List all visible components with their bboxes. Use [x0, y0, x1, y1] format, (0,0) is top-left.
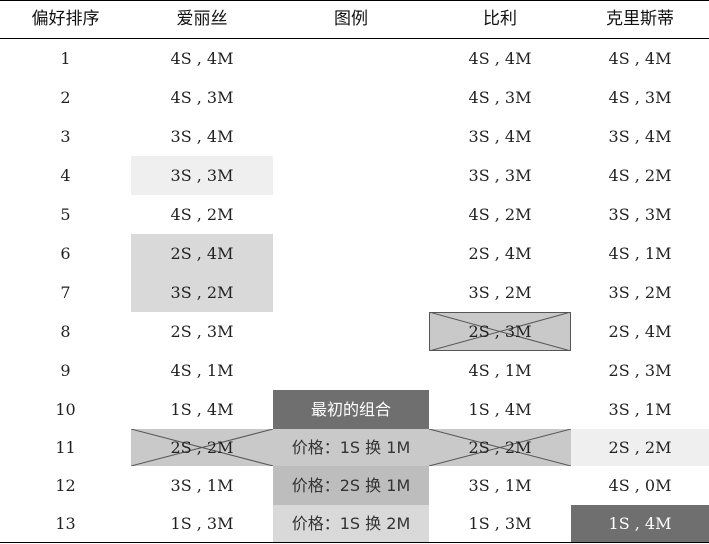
cell-christy-row10: 3S , 1M	[608, 400, 672, 419]
cell-christy-row6: 4S , 1M	[608, 244, 672, 263]
table-bottom-rule	[0, 542, 709, 543]
alice-shade-rows6-7	[131, 234, 273, 312]
cell-legend-row5	[273, 195, 429, 234]
cell-legend-row7	[273, 273, 429, 312]
cell-rank-row7: 7	[60, 283, 71, 302]
cell-billy-row7: 3S , 2M	[468, 283, 532, 302]
cell-rank-row1: 1	[60, 49, 71, 68]
cell-legend-row6	[273, 234, 429, 273]
table-header-rule	[0, 38, 709, 39]
cell-billy-row13: 1S , 3M	[468, 514, 532, 533]
cell-christy-row5: 3S , 3M	[608, 205, 672, 224]
cell-legend-row9	[273, 351, 429, 390]
cell-alice-row4: 3S , 3M	[170, 166, 234, 185]
christy-shade-row13	[571, 505, 709, 542]
cell-christy-row9: 2S , 3M	[608, 361, 672, 380]
cell-christy-row7: 3S , 2M	[608, 283, 672, 302]
cell-rank-row11: 11	[55, 438, 76, 457]
cell-legend-row4	[273, 156, 429, 195]
cell-alice-row11: 2S , 2M	[170, 438, 234, 457]
cell-christy-row2: 4S , 3M	[608, 88, 672, 107]
cell-billy-row1: 4S , 4M	[468, 49, 532, 68]
cell-rank-row10: 10	[55, 400, 76, 419]
legend-shade-initial	[273, 390, 429, 429]
cell-alice-row10: 1S , 4M	[170, 400, 234, 419]
cell-christy-row1: 4S , 4M	[608, 49, 672, 68]
header-alice: 爱丽丝	[176, 9, 228, 29]
cell-alice-row7: 3S , 2M	[170, 283, 234, 302]
table-top-rule	[0, 0, 709, 1]
cell-legend-row8	[273, 312, 429, 351]
cell-alice-row5: 4S , 2M	[170, 205, 234, 224]
cell-christy-row8: 2S , 4M	[608, 322, 672, 341]
cell-alice-row8: 2S , 3M	[170, 322, 234, 341]
cross-mark-row11	[131, 429, 571, 466]
cell-rank-row6: 6	[60, 244, 71, 263]
cell-billy-row11: 2S , 2M	[468, 438, 532, 457]
cell-billy-row2: 4S , 3M	[468, 88, 532, 107]
cell-legend-row1	[273, 39, 429, 78]
cell-christy-row3: 3S , 4M	[608, 127, 672, 146]
legend-shade-row12	[273, 466, 429, 505]
cell-christy-row12: 4S , 0M	[608, 476, 672, 495]
cell-billy-row6: 2S , 4M	[468, 244, 532, 263]
cell-christy-row13: 1S , 4M	[608, 514, 672, 533]
cell-legend-row10: 最初的组合	[310, 400, 391, 419]
legend-shade-row11	[273, 429, 429, 466]
legend-shade-row13	[273, 505, 429, 542]
cell-billy-row4: 3S , 3M	[468, 166, 532, 185]
cell-christy-row11: 2S , 2M	[608, 438, 672, 457]
christy-shade-row11	[571, 429, 709, 466]
cell-legend-row11: 价格：1S 换 1M	[291, 438, 411, 457]
cell-legend-row3	[273, 117, 429, 156]
cell-legend-row12: 价格：2S 换 1M	[291, 476, 411, 495]
cell-alice-row3: 3S , 4M	[170, 127, 234, 146]
cell-alice-row6: 2S , 4M	[170, 244, 234, 263]
header-christy: 克里斯蒂	[606, 9, 674, 29]
cell-rank-row4: 4	[60, 166, 71, 185]
cell-billy-row3: 3S , 4M	[468, 127, 532, 146]
cell-legend-row13: 价格：1S 换 2M	[291, 514, 411, 533]
cell-alice-row2: 4S , 3M	[170, 88, 234, 107]
cell-billy-row9: 4S , 1M	[468, 361, 532, 380]
cell-rank-row12: 12	[55, 476, 76, 495]
cell-rank-row3: 3	[60, 127, 71, 146]
cell-christy-row4: 4S , 2M	[608, 166, 672, 185]
cell-rank-row2: 2	[60, 88, 71, 107]
cell-alice-row13: 1S , 3M	[170, 514, 234, 533]
cell-alice-row9: 4S , 1M	[170, 361, 234, 380]
cell-billy-row8: 2S , 3M	[468, 322, 532, 341]
cell-rank-row9: 9	[60, 361, 71, 380]
header-legend: 图例	[334, 9, 368, 29]
header-rank: 偏好排序	[31, 9, 100, 29]
cell-billy-row12: 3S , 1M	[468, 476, 532, 495]
cell-billy-row10: 1S , 4M	[468, 400, 532, 419]
cell-billy-row5: 4S , 2M	[468, 205, 532, 224]
cell-legend-row2	[273, 78, 429, 117]
cell-rank-row5: 5	[60, 205, 71, 224]
cell-rank-row8: 8	[60, 322, 71, 341]
cell-alice-row12: 3S , 1M	[170, 476, 234, 495]
cell-rank-row13: 13	[55, 514, 76, 533]
header-billy: 比利	[483, 9, 517, 29]
cross-mark-billy-row8	[429, 312, 571, 351]
cell-alice-row1: 4S , 4M	[170, 49, 234, 68]
alice-shade-row4	[131, 156, 273, 195]
